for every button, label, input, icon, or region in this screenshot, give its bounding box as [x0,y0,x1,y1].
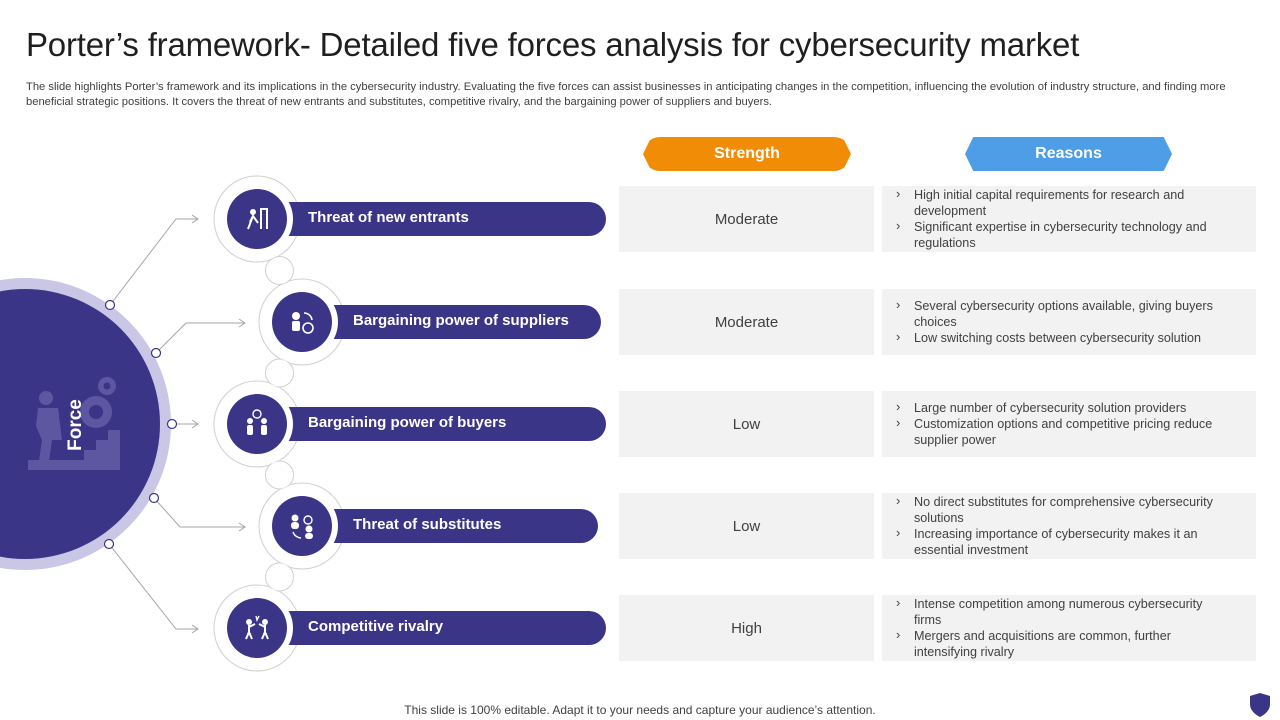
ring-link [265,358,294,388]
icon-circle [272,496,332,556]
connector-line [108,543,198,630]
connector-dot [166,418,178,430]
force-name: Bargaining power of suppliers [353,312,569,329]
page-subtitle: The slide highlights Porter’s framework … [26,81,1226,108]
connectors [103,214,246,634]
icon-circle [227,394,287,454]
connector-line [109,218,198,306]
strength-header: Strength [643,137,851,171]
arrowhead [191,214,199,224]
connector-line [155,322,245,354]
ring-link [265,460,294,490]
connector-dot [103,538,115,550]
reason-item: Low switching costs between cybersecurit… [896,329,1228,346]
reason-item: Several cybersecurity options available,… [896,297,1228,330]
reasons-header: Reasons [965,137,1172,171]
reasons-cell: Intense competition among numerous cyber… [882,595,1256,661]
connector-dot [148,492,160,504]
shield-logo-icon [1250,693,1270,717]
page-title: Porter’s framework- Detailed five forces… [26,26,1080,63]
reason-item: Customization options and competitive pr… [896,415,1228,448]
strength-cell: Low [619,391,874,457]
strength-header-label: Strength [714,145,780,162]
force-pill [302,305,601,339]
reason-item: Mergers and acquisitions are common, fur… [896,627,1228,660]
force-name: Threat of new entrants [308,209,469,226]
icon-circle [272,292,332,352]
force-illustration-icon [28,377,120,470]
substitute-exchange-icon [291,514,313,539]
buyers-negotiation-icon [247,409,267,435]
arrowhead [191,624,199,634]
reasons-cell: Large number of cybersecurity solution p… [882,391,1256,457]
force-pill [257,611,606,645]
reason-item: Intense competition among numerous cyber… [896,595,1228,628]
person-climbing-stairs-icon [247,208,268,230]
supplier-money-icon [292,312,314,334]
icon-circle [227,189,287,249]
reasons-cell: No direct substitutes for comprehensive … [882,493,1256,559]
footer-note: This slide is 100% editable. Adapt it to… [404,703,876,717]
ring-link [265,562,294,592]
reasons-cell: High initial capital requirements for re… [882,186,1256,252]
connector-dot [150,347,162,359]
strength-cell: Low [619,493,874,559]
force-name: Threat of substitutes [353,516,502,533]
force-pill [257,202,606,236]
strength-cell: Moderate [619,186,874,252]
reason-item: Increasing importance of cybersecurity m… [896,525,1228,558]
strength-cell: High [619,595,874,661]
rivalry-fight-icon [245,615,269,640]
strength-cell: Moderate [619,289,874,355]
reason-item: High initial capital requirements for re… [896,186,1228,219]
icon-circle [227,598,287,658]
arrowhead [238,522,246,532]
force-pill [302,509,598,543]
force-pill [257,407,606,441]
force-circle [0,289,160,559]
reasons-header-label: Reasons [1035,145,1102,162]
force-pills [221,183,606,664]
force-label: Force [65,399,86,451]
arrowhead [238,318,246,328]
connector-dot [104,299,116,311]
five-forces-diagram [0,175,606,672]
force-icons [245,208,314,640]
force-name: Bargaining power of buyers [308,414,507,431]
reasons-cell: Several cybersecurity options available,… [882,289,1256,355]
force-name: Competitive rivalry [308,618,444,635]
reason-item: No direct substitutes for comprehensive … [896,493,1228,526]
reason-item: Significant expertise in cybersecurity t… [896,218,1228,251]
connector-line [153,497,245,528]
ring-link [265,256,294,285]
arrowhead [191,419,199,429]
reason-item: Large number of cybersecurity solution p… [896,399,1228,416]
